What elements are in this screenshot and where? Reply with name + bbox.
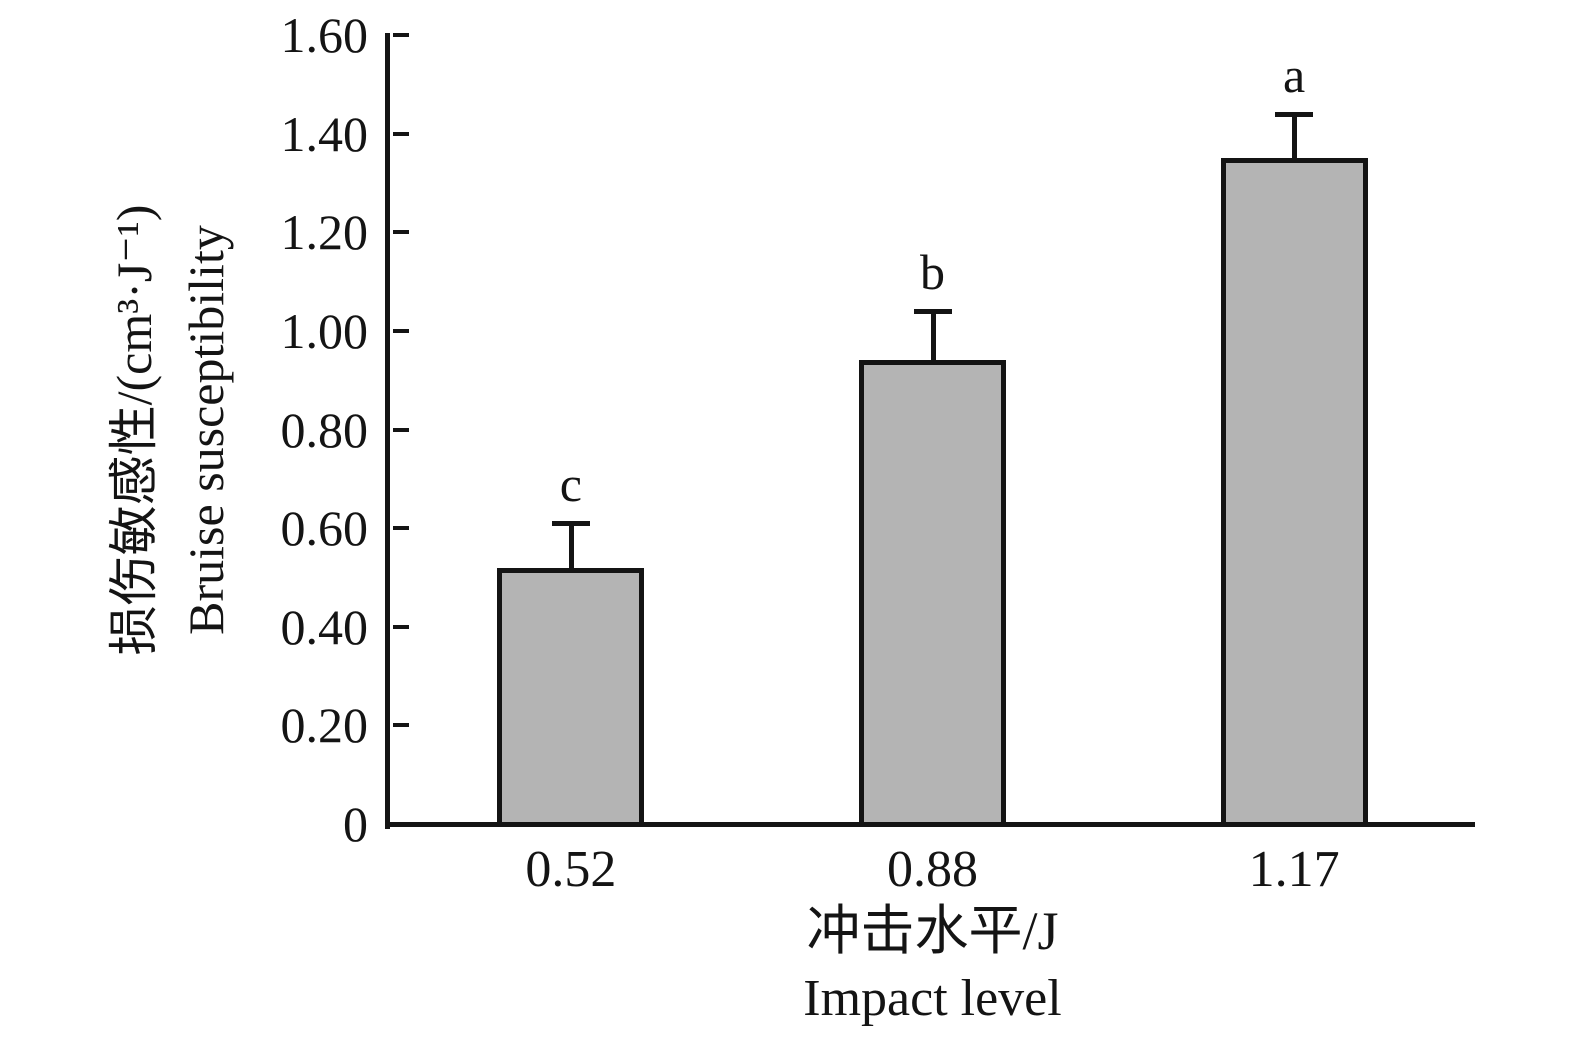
x-tick-label: 1.17 [1248, 841, 1340, 898]
sig-letter: c [559, 456, 582, 513]
sig-letter: a [1283, 46, 1306, 103]
y-tick-label: 0.20 [280, 697, 369, 754]
x-axis-title-zh: 冲击水平/J [806, 901, 1059, 961]
y-tick [393, 33, 409, 37]
y-tick-label: 1.00 [280, 302, 369, 359]
x-axis-title-en: Impact level [803, 970, 1062, 1027]
y-tick [393, 526, 409, 531]
error-bar-cap [551, 521, 590, 527]
y-tick-label: 1.60 [280, 7, 369, 63]
x-tick-label: 0.52 [525, 841, 617, 898]
bar [1220, 158, 1368, 827]
y-tick-label: 0.80 [280, 401, 369, 458]
sig-letter: b [920, 244, 945, 301]
bar [859, 360, 1006, 827]
error-bar-stem [568, 523, 574, 568]
y-axis-line [385, 33, 390, 829]
y-tick [393, 131, 409, 136]
y-tick-label: 0.60 [280, 500, 369, 557]
error-bar-cap [913, 309, 952, 315]
y-tick-label: 1.20 [280, 204, 369, 261]
y-tick-label: 1.40 [280, 105, 369, 162]
y-tick-label: 0.40 [280, 598, 369, 655]
x-axis-line [385, 822, 1475, 827]
y-tick [393, 328, 409, 333]
y-tick [393, 624, 409, 629]
bar [497, 567, 645, 827]
y-tick [393, 230, 409, 235]
y-tick-label: 0 [343, 796, 368, 852]
x-tick-label: 0.88 [887, 841, 978, 898]
error-bar-stem [930, 311, 936, 361]
x-axis-title: 冲击水平/J Impact level [390, 896, 1475, 1032]
error-bar-stem [1292, 113, 1298, 159]
y-tick [393, 427, 409, 432]
error-bar-cap [1275, 111, 1314, 117]
y-tick [393, 723, 409, 728]
